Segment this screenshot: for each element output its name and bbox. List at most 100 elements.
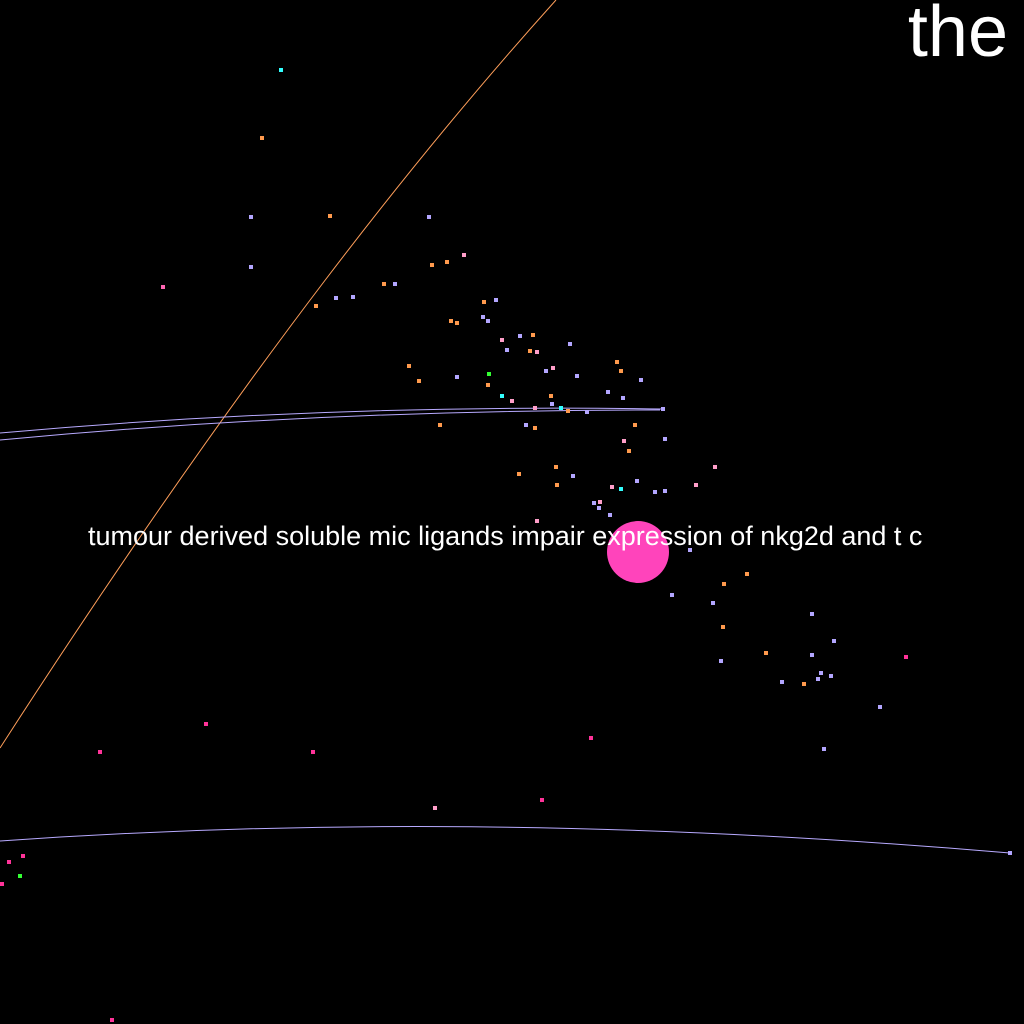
scatter-node-71[interactable]	[608, 513, 612, 517]
scatter-node-44[interactable]	[533, 406, 537, 410]
scatter-node-85[interactable]	[819, 671, 823, 675]
scatter-node-89[interactable]	[802, 682, 806, 686]
scatter-node-39[interactable]	[606, 390, 610, 394]
scatter-node-24[interactable]	[505, 348, 509, 352]
scatter-node-99[interactable]	[7, 860, 11, 864]
scatter-node-7[interactable]	[462, 253, 466, 257]
scatter-node-2[interactable]	[249, 215, 253, 219]
scatter-node-87[interactable]	[816, 677, 820, 681]
scatter-node-96[interactable]	[540, 798, 544, 802]
scatter-node-19[interactable]	[481, 315, 485, 319]
scatter-node-77[interactable]	[711, 601, 715, 605]
scatter-node-66[interactable]	[694, 483, 698, 487]
scatter-node-12[interactable]	[351, 295, 355, 299]
scatter-node-31[interactable]	[487, 372, 491, 376]
scatter-node-68[interactable]	[592, 501, 596, 505]
scatter-node-37[interactable]	[619, 369, 623, 373]
scatter-node-10[interactable]	[382, 282, 386, 286]
scatter-node-18[interactable]	[455, 321, 459, 325]
scatter-node-76[interactable]	[670, 593, 674, 597]
scatter-node-74[interactable]	[722, 582, 726, 586]
scatter-node-70[interactable]	[597, 506, 601, 510]
scatter-node-97[interactable]	[433, 806, 437, 810]
scatter-node-16[interactable]	[494, 298, 498, 302]
scatter-node-83[interactable]	[719, 659, 723, 663]
scatter-node-49[interactable]	[661, 407, 665, 411]
scatter-node-64[interactable]	[653, 490, 657, 494]
scatter-node-5[interactable]	[249, 265, 253, 269]
scatter-node-17[interactable]	[449, 319, 453, 323]
scatter-node-92[interactable]	[98, 750, 102, 754]
scatter-node-69[interactable]	[598, 500, 602, 504]
scatter-node-93[interactable]	[311, 750, 315, 754]
scatter-node-57[interactable]	[517, 472, 521, 476]
scatter-node-11[interactable]	[393, 282, 397, 286]
scatter-node-27[interactable]	[568, 342, 572, 346]
scatter-node-30[interactable]	[455, 375, 459, 379]
scatter-node-22[interactable]	[531, 333, 535, 337]
scatter-node-98[interactable]	[21, 854, 25, 858]
scatter-node-100[interactable]	[18, 874, 22, 878]
scatter-node-21[interactable]	[518, 334, 522, 338]
scatter-node-6[interactable]	[161, 285, 165, 289]
scatter-node-36[interactable]	[615, 360, 619, 364]
scatter-node-84[interactable]	[904, 655, 908, 659]
scatter-node-101[interactable]	[0, 882, 4, 886]
scatter-node-13[interactable]	[334, 296, 338, 300]
scatter-node-80[interactable]	[832, 639, 836, 643]
scatter-node-102[interactable]	[110, 1018, 114, 1022]
scatter-node-26[interactable]	[535, 350, 539, 354]
scatter-node-67[interactable]	[713, 465, 717, 469]
scatter-node-41[interactable]	[500, 394, 504, 398]
scatter-node-20[interactable]	[486, 319, 490, 323]
scatter-node-50[interactable]	[438, 423, 442, 427]
scatter-node-54[interactable]	[622, 439, 626, 443]
scatter-node-38[interactable]	[639, 378, 643, 382]
scatter-node-25[interactable]	[528, 349, 532, 353]
scatter-node-79[interactable]	[721, 625, 725, 629]
scatter-node-103[interactable]	[1008, 851, 1012, 855]
scatter-node-43[interactable]	[549, 394, 553, 398]
scatter-node-46[interactable]	[559, 406, 563, 410]
scatter-node-45[interactable]	[550, 402, 554, 406]
scatter-node-59[interactable]	[571, 474, 575, 478]
scatter-node-29[interactable]	[417, 379, 421, 383]
scatter-node-78[interactable]	[810, 612, 814, 616]
scatter-node-48[interactable]	[585, 410, 589, 414]
scatter-node-3[interactable]	[328, 214, 332, 218]
scatter-node-9[interactable]	[430, 263, 434, 267]
scatter-node-14[interactable]	[314, 304, 318, 308]
scatter-node-58[interactable]	[554, 465, 558, 469]
scatter-node-32[interactable]	[486, 383, 490, 387]
scatter-node-35[interactable]	[575, 374, 579, 378]
scatter-node-52[interactable]	[533, 426, 537, 430]
scatter-node-75[interactable]	[745, 572, 749, 576]
scatter-node-81[interactable]	[764, 651, 768, 655]
scatter-node-60[interactable]	[555, 483, 559, 487]
scatter-node-86[interactable]	[829, 674, 833, 678]
scatter-node-62[interactable]	[619, 487, 623, 491]
scatter-node-61[interactable]	[610, 485, 614, 489]
scatter-node-40[interactable]	[621, 396, 625, 400]
scatter-node-42[interactable]	[510, 399, 514, 403]
scatter-node-94[interactable]	[589, 736, 593, 740]
scatter-node-0[interactable]	[279, 68, 283, 72]
scatter-node-51[interactable]	[524, 423, 528, 427]
scatter-node-33[interactable]	[544, 369, 548, 373]
scatter-node-8[interactable]	[445, 260, 449, 264]
scatter-node-55[interactable]	[627, 449, 631, 453]
scatter-node-82[interactable]	[810, 653, 814, 657]
scatter-node-95[interactable]	[822, 747, 826, 751]
scatter-node-34[interactable]	[551, 366, 555, 370]
scatter-node-1[interactable]	[260, 136, 264, 140]
scatter-node-53[interactable]	[633, 423, 637, 427]
scatter-node-91[interactable]	[204, 722, 208, 726]
scatter-node-15[interactable]	[482, 300, 486, 304]
scatter-node-56[interactable]	[663, 437, 667, 441]
scatter-node-65[interactable]	[663, 489, 667, 493]
scatter-node-63[interactable]	[635, 479, 639, 483]
scatter-node-23[interactable]	[500, 338, 504, 342]
scatter-node-47[interactable]	[566, 409, 570, 413]
